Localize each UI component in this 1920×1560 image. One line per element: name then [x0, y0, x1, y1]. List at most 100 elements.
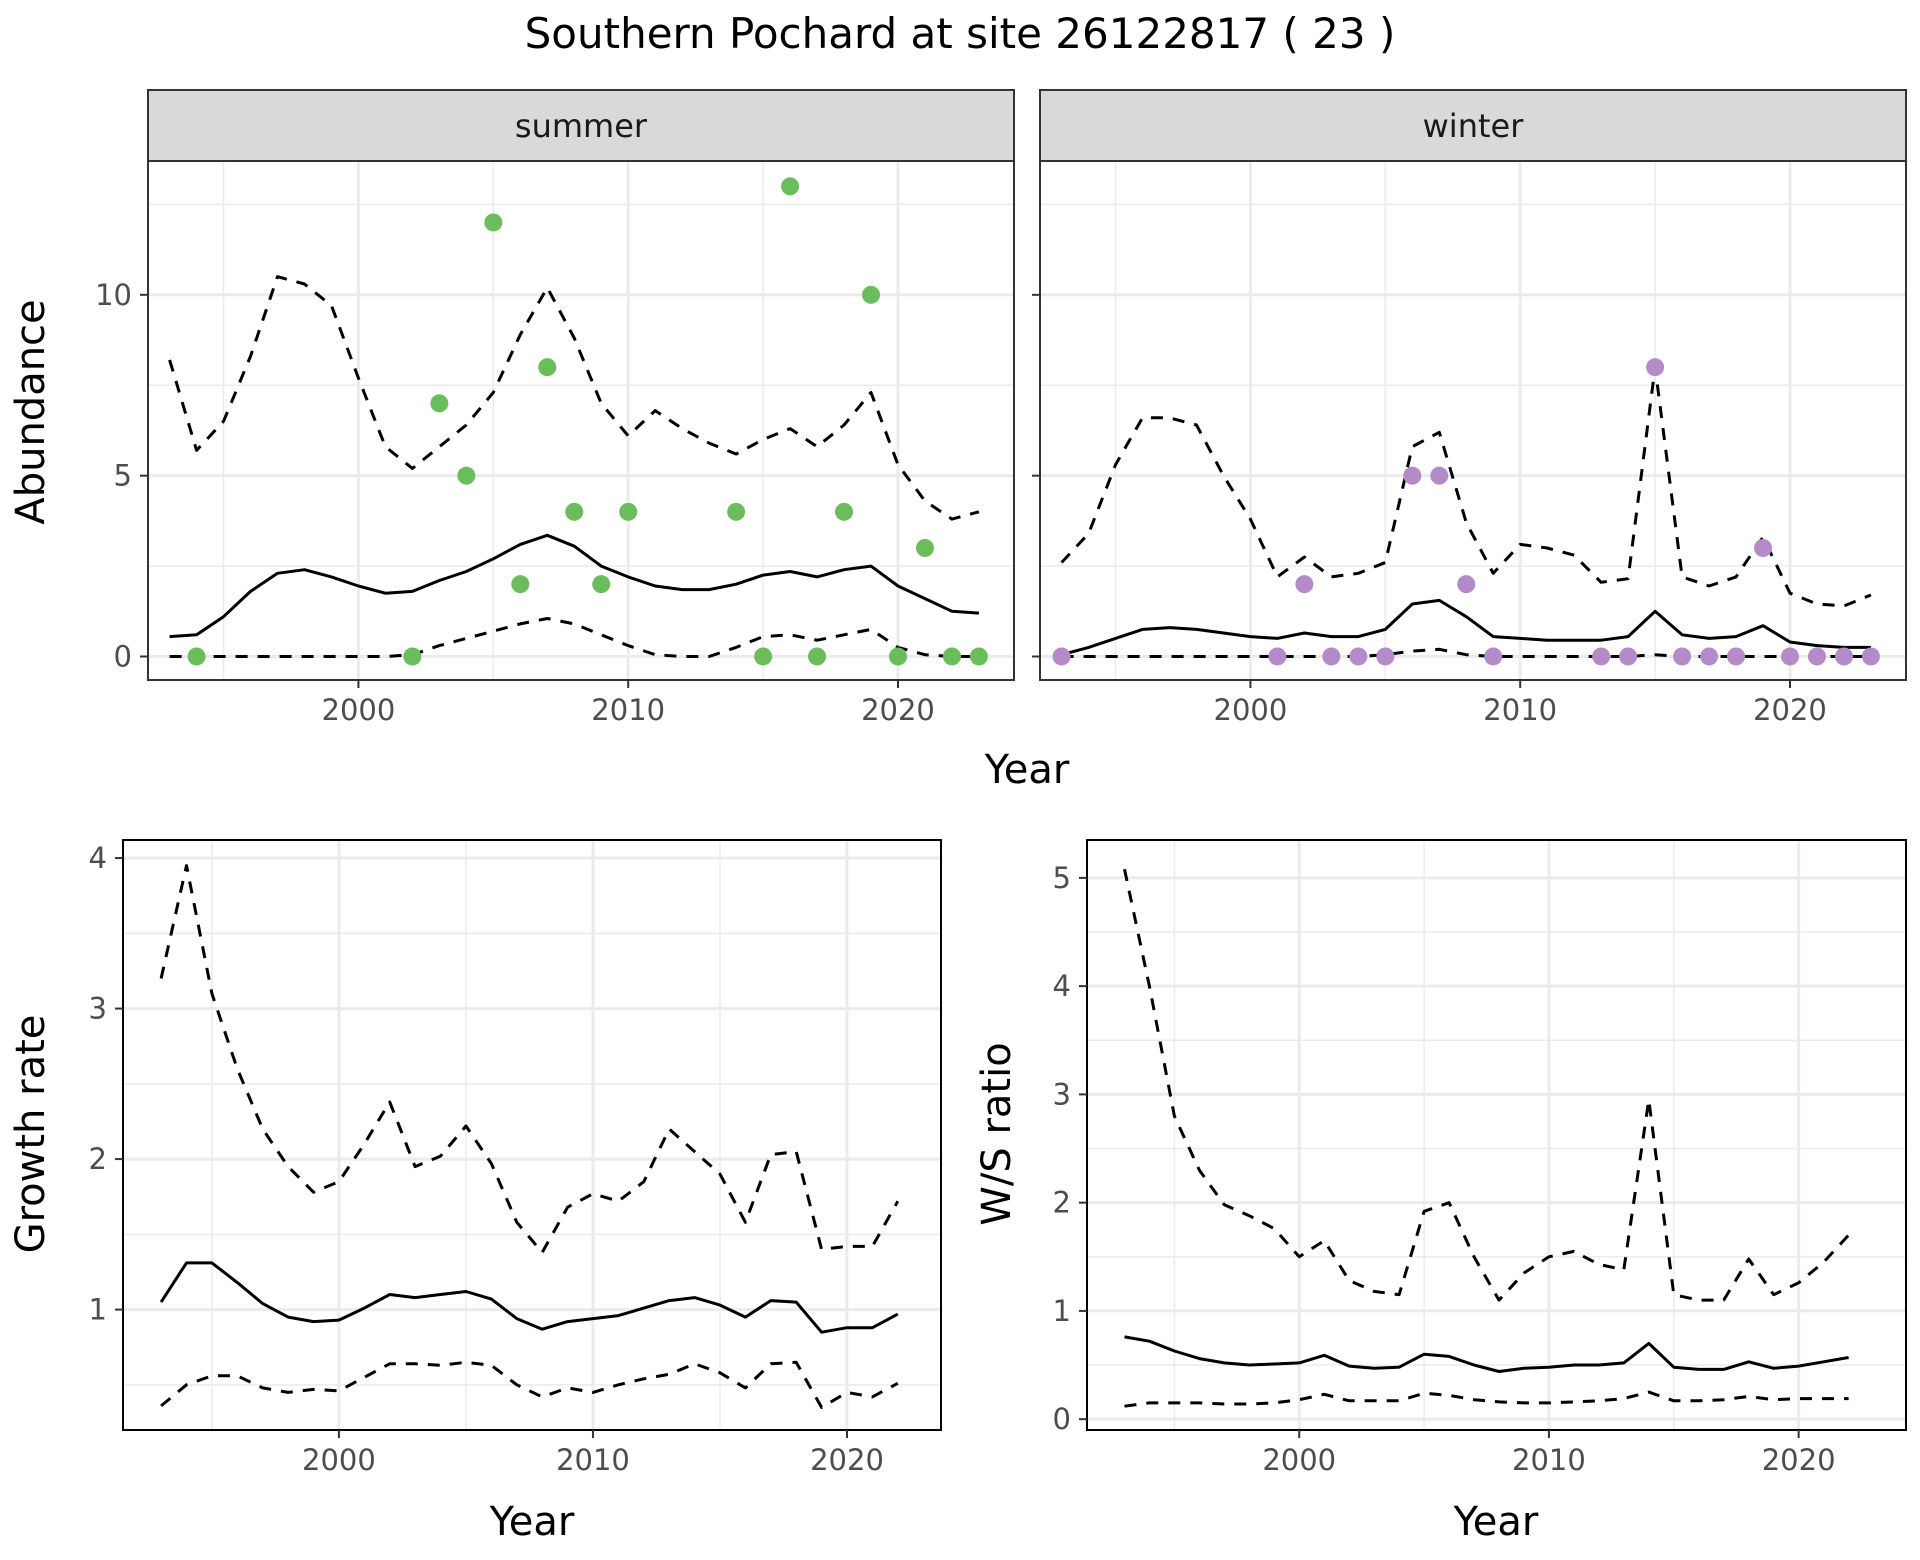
data-point — [1727, 647, 1746, 666]
strip-winter-background — [1039, 89, 1907, 162]
data-point — [1807, 647, 1826, 666]
y-tick-label: 2 — [1053, 1186, 1071, 1220]
x-tick-label: 2010 — [1483, 693, 1557, 727]
data-point — [1376, 647, 1395, 666]
y-axis-title-abundance: Abundance — [8, 299, 54, 524]
plot-background — [1087, 840, 1906, 1430]
series-line-interval — [159, 864, 900, 1254]
data-point — [727, 502, 746, 521]
data-point — [862, 285, 881, 304]
data-point — [754, 647, 773, 666]
series-line-interval — [169, 617, 979, 658]
series-line-estimate — [1061, 598, 1871, 657]
data-point — [484, 213, 503, 232]
y-tick-label: 1 — [1053, 1294, 1071, 1328]
plot-background — [1040, 161, 1906, 680]
y-tick-label: 4 — [89, 841, 107, 875]
y-tick-label: 0 — [1053, 1402, 1071, 1436]
x-tick-label: 2010 — [1512, 1443, 1586, 1477]
data-point — [1754, 538, 1773, 557]
data-point — [969, 647, 988, 666]
y-tick-label: 10 — [95, 278, 132, 312]
plot-background — [148, 161, 1014, 680]
y-tick-label: 2 — [89, 1142, 107, 1176]
panel-border — [147, 160, 1015, 681]
data-point — [403, 647, 422, 666]
panel-growth-rate: 2000 2010 2020 1 2 3 4 — [89, 839, 942, 1477]
y-tick-label: 3 — [89, 992, 107, 1026]
panel-winter-abundance: 2000 2010 2020 — [1032, 160, 1907, 727]
data-point — [187, 647, 206, 666]
data-point — [915, 538, 934, 557]
strip-summer-background — [147, 89, 1015, 162]
x-axis-title-growth: Year — [489, 1499, 575, 1545]
data-point — [888, 647, 907, 666]
panel-border — [1039, 160, 1907, 681]
data-point — [1861, 647, 1880, 666]
data-point — [1484, 647, 1503, 666]
data-point — [1268, 647, 1287, 666]
data-point — [1322, 647, 1341, 666]
x-tick-label: 2020 — [1762, 1443, 1836, 1477]
x-tick-label: 2000 — [1214, 693, 1288, 727]
series-line-interval — [168, 275, 980, 521]
y-tick-label: 1 — [89, 1293, 107, 1327]
panel-border — [1086, 839, 1907, 1431]
y-tick-label: 4 — [1053, 969, 1071, 1003]
data-point — [565, 502, 584, 521]
data-point — [1780, 647, 1799, 666]
x-tick-label: 2010 — [591, 693, 665, 727]
series-line-interval — [1124, 1390, 1849, 1408]
plot-title: Southern Pochard at site 26122817 ( 23 ) — [525, 9, 1396, 58]
series-line-estimate — [1124, 1335, 1849, 1373]
data-point — [592, 575, 611, 594]
data-point — [1052, 647, 1071, 666]
plot-background — [123, 840, 941, 1430]
panel-summer-abundance: 2000 2010 2020 0 5 10 — [95, 160, 1015, 727]
x-tick-label: 2000 — [1262, 1443, 1336, 1477]
data-point — [457, 466, 476, 485]
y-tick-label: 5 — [1053, 861, 1071, 895]
x-axis-title-top: Year — [984, 747, 1070, 793]
x-tick-label: 2020 — [861, 693, 935, 727]
x-tick-label: 2000 — [322, 693, 396, 727]
data-point — [835, 502, 854, 521]
x-axis-title-ratio: Year — [1453, 1499, 1539, 1545]
series-line-interval — [1060, 365, 1872, 608]
data-point — [1673, 647, 1692, 666]
strip-winter-label: winter — [1423, 107, 1525, 145]
x-tick-label: 2010 — [556, 1443, 630, 1477]
panel-ws-ratio: 2000 2010 2020 0 1 2 3 4 5 — [1053, 839, 1907, 1477]
data-point — [430, 394, 449, 413]
x-tick-label: 2020 — [1753, 693, 1827, 727]
strip-summer-label: summer — [515, 107, 648, 145]
data-point — [1619, 647, 1638, 666]
series-line-estimate — [159, 1261, 899, 1334]
y-axis-title-ratio: W/S ratio — [974, 1042, 1020, 1225]
panel-border — [122, 839, 942, 1431]
data-point — [1295, 575, 1314, 594]
data-point — [808, 647, 827, 666]
y-tick-label: 5 — [114, 459, 132, 493]
data-point — [511, 575, 530, 594]
series-line-estimate — [169, 533, 980, 639]
x-tick-label: 2000 — [302, 1443, 376, 1477]
x-tick-label: 2020 — [810, 1443, 884, 1477]
data-point — [781, 177, 800, 196]
data-point — [1403, 466, 1422, 485]
data-point — [1646, 358, 1665, 377]
series-line-interval — [160, 1360, 899, 1409]
series-line-interval — [1123, 868, 1850, 1302]
data-point — [1430, 466, 1449, 485]
data-point — [1457, 575, 1476, 594]
y-tick-label: 0 — [114, 639, 132, 673]
y-axis-title-growth: Growth rate — [8, 1015, 54, 1254]
data-point — [1700, 647, 1719, 666]
series-line-interval — [1061, 647, 1871, 658]
data-point — [1349, 647, 1368, 666]
data-point — [619, 502, 638, 521]
data-point — [942, 647, 961, 666]
y-tick-label: 3 — [1053, 1077, 1071, 1111]
data-point — [538, 358, 557, 377]
